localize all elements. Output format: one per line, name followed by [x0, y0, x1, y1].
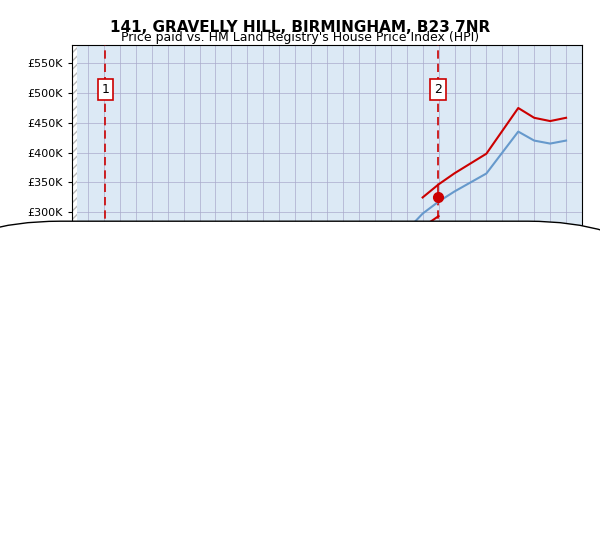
Text: £85,000: £85,000 [228, 446, 274, 456]
Text: 02-FEB-1996: 02-FEB-1996 [96, 446, 167, 456]
Text: 4% ↓ HPI: 4% ↓ HPI [336, 446, 389, 456]
Text: Price paid vs. HM Land Registry's House Price Index (HPI): Price paid vs. HM Land Registry's House … [121, 31, 479, 44]
Text: 2: 2 [434, 83, 442, 96]
Text: 1: 1 [60, 446, 67, 456]
Text: HPI: Average price, detached house, Birmingham: HPI: Average price, detached house, Birm… [114, 408, 371, 418]
Text: 1: 1 [101, 83, 109, 96]
Text: £325,000: £325,000 [228, 465, 281, 475]
Text: Contains HM Land Registry data © Crown copyright and database right 2024.
This d: Contains HM Land Registry data © Crown c… [36, 529, 388, 549]
Text: 141, GRAVELLY HILL, BIRMINGHAM, B23 7NR: 141, GRAVELLY HILL, BIRMINGHAM, B23 7NR [110, 20, 490, 35]
Text: 4% ↑ HPI: 4% ↑ HPI [336, 465, 389, 475]
Text: 2: 2 [60, 465, 67, 475]
Text: 21-DEC-2016: 21-DEC-2016 [96, 465, 170, 475]
Text: 141, GRAVELLY HILL, BIRMINGHAM, B23 7NR (detached house): 141, GRAVELLY HILL, BIRMINGHAM, B23 7NR … [114, 391, 439, 401]
